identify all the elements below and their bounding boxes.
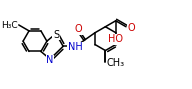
Text: O: O (75, 24, 82, 34)
Text: S: S (53, 30, 59, 40)
Text: O: O (127, 23, 135, 33)
Text: N: N (46, 55, 54, 65)
Text: HO: HO (108, 34, 123, 44)
Text: CH₃: CH₃ (107, 58, 125, 68)
Text: H₃C: H₃C (1, 21, 18, 30)
Text: NH: NH (68, 42, 83, 52)
